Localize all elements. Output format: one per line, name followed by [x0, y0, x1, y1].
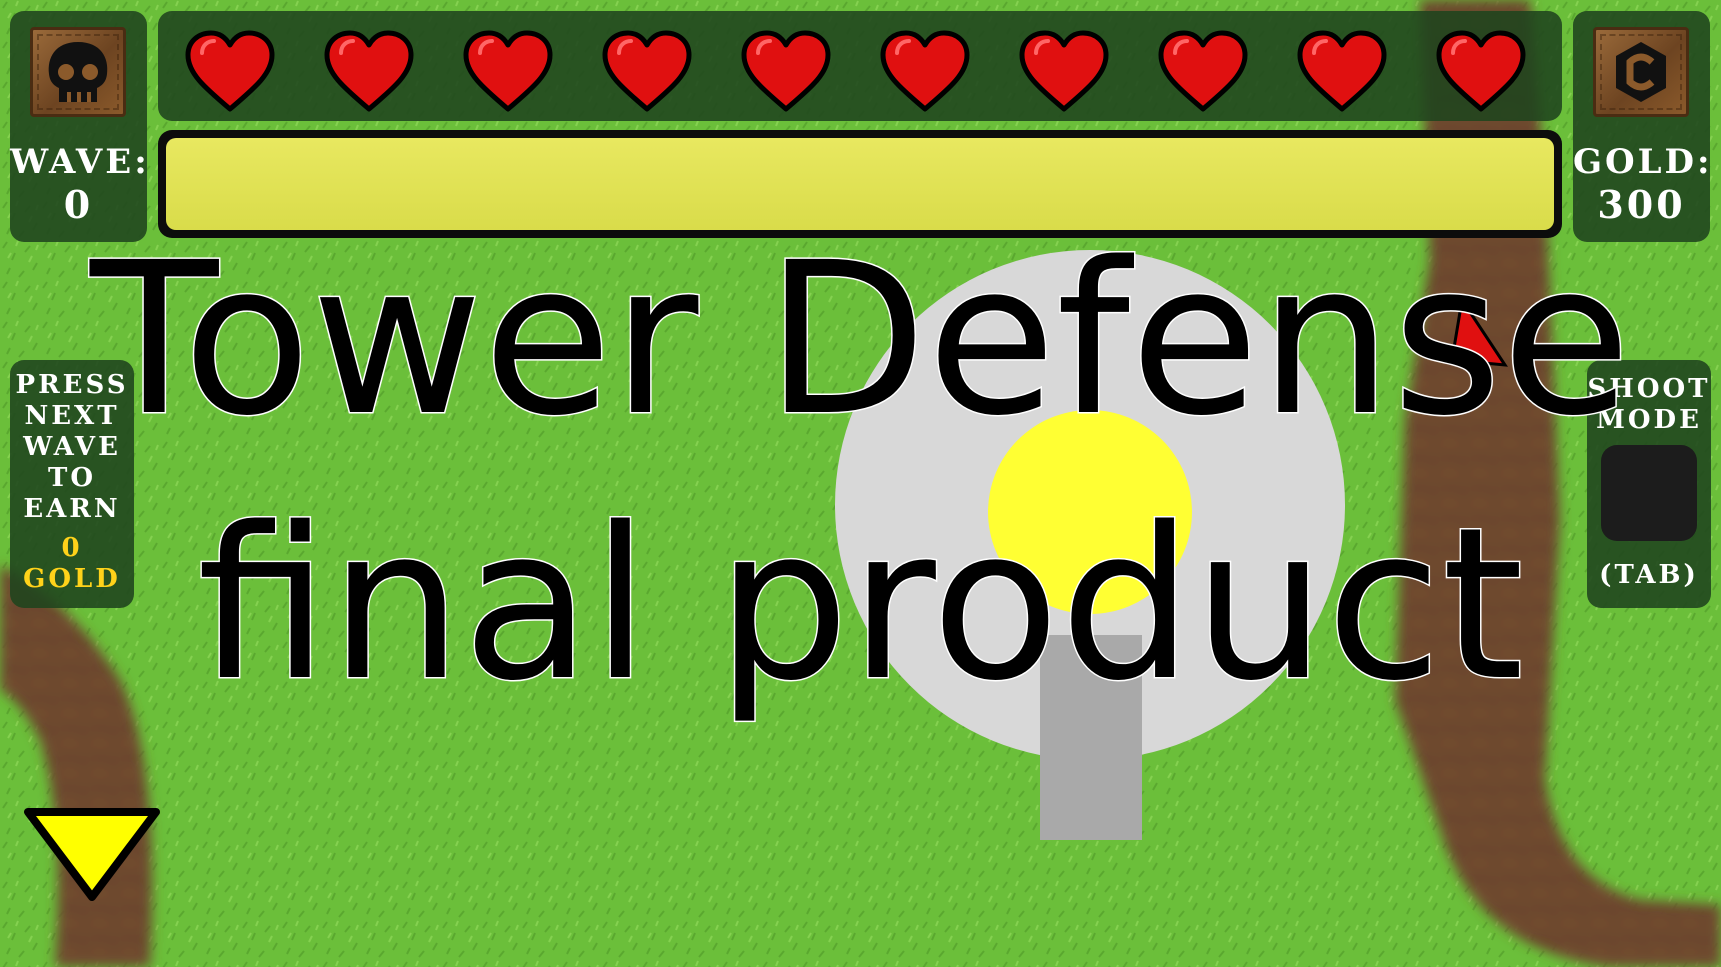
title-line-1: Tower Defense: [89, 217, 1633, 462]
heart-icon: [1018, 29, 1110, 113]
wave-value: 0: [63, 182, 94, 227]
wave-label: Wave:: [10, 142, 150, 182]
gold-value: 300: [1597, 182, 1686, 227]
shoot-mode-label: Shoot: [1587, 374, 1711, 404]
reward-unit: Gold: [23, 564, 121, 594]
title-line-2: final product: [196, 482, 1526, 727]
next-wave-triangle-down-icon[interactable]: [24, 808, 160, 901]
hint-word: Press: [15, 370, 129, 400]
base-health-bar: [158, 130, 1562, 238]
hint-word: next: [24, 401, 120, 431]
hint-word: earn: [23, 494, 121, 524]
lives-panel: [158, 11, 1562, 121]
heart-icon: [1435, 29, 1527, 113]
gold-label: Gold:: [1573, 142, 1713, 182]
heart-icon: [184, 29, 276, 113]
next-wave-hint-panel: Press next wave to earn 0 Gold: [10, 360, 134, 608]
heart-icon: [1296, 29, 1388, 113]
base-health-fill: [166, 138, 1554, 230]
coin-icon: [1593, 27, 1689, 117]
shoot-mode-toggle[interactable]: [1601, 445, 1697, 541]
tower[interactable]: [835, 250, 1345, 840]
reward-amount: 0: [61, 533, 83, 563]
heart-icon: [462, 29, 554, 113]
enemy-unit: [1450, 295, 1508, 367]
hint-word: to: [48, 463, 96, 493]
tower-core: [988, 410, 1192, 614]
enemy-path-right: [1395, 0, 1721, 967]
tower-barrel: [1040, 635, 1142, 840]
heart-icon: [1157, 29, 1249, 113]
heart-icon: [323, 29, 415, 113]
wave-panel: Wave: 0: [10, 11, 147, 242]
shoot-mode-label: Mode: [1596, 405, 1702, 435]
shoot-mode-panel: Shoot Mode (Tab): [1587, 360, 1711, 608]
gold-panel: Gold: 300: [1573, 11, 1710, 242]
heart-icon: [879, 29, 971, 113]
skull-icon: [30, 27, 126, 117]
heart-icon: [740, 29, 832, 113]
shoot-mode-key: (Tab): [1599, 560, 1699, 590]
hint-word: wave: [23, 432, 121, 462]
heart-icon: [601, 29, 693, 113]
